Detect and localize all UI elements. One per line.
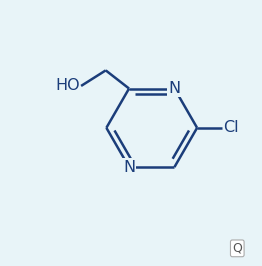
Text: HO: HO	[55, 78, 80, 93]
Text: Q: Q	[232, 242, 242, 255]
Text: N: N	[123, 160, 135, 174]
Text: N: N	[168, 81, 181, 96]
Text: Cl: Cl	[223, 120, 239, 135]
